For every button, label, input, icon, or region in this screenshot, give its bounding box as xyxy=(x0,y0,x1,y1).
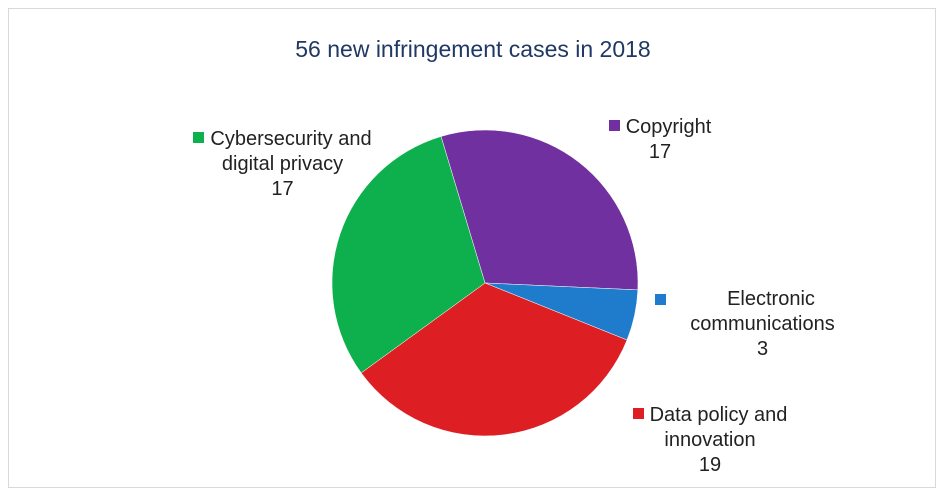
label-text: Data policy and innovation xyxy=(649,404,788,451)
legend-marker xyxy=(632,408,644,419)
legend-marker xyxy=(193,132,205,143)
legend-marker xyxy=(608,120,620,131)
label-text: Cybersecurity and digital privacy xyxy=(210,128,372,175)
label: Data policy and innovation 19 xyxy=(585,403,835,478)
label: Electronic communications 3 xyxy=(655,287,870,362)
value-label: 17 xyxy=(271,178,294,200)
page: {"chart_data": {"type": "pie", "title": … xyxy=(8,8,936,488)
label: Copyright 17 xyxy=(585,115,735,165)
pie-slice xyxy=(440,129,639,291)
label: Cybersecurity and digital privacy 17 xyxy=(190,127,375,202)
pie-slice xyxy=(360,282,628,437)
value-label: 3 xyxy=(756,338,769,360)
chart xyxy=(331,129,639,437)
value-label: 19 xyxy=(698,454,722,476)
label-text: Electronic communications xyxy=(690,288,835,335)
value-label: 17 xyxy=(648,141,672,163)
chart-title: 56 new infringement cases in 2018 xyxy=(295,36,651,62)
pie-slice xyxy=(331,136,486,374)
legend-marker xyxy=(655,294,666,305)
label-text: Copyright xyxy=(625,116,712,138)
